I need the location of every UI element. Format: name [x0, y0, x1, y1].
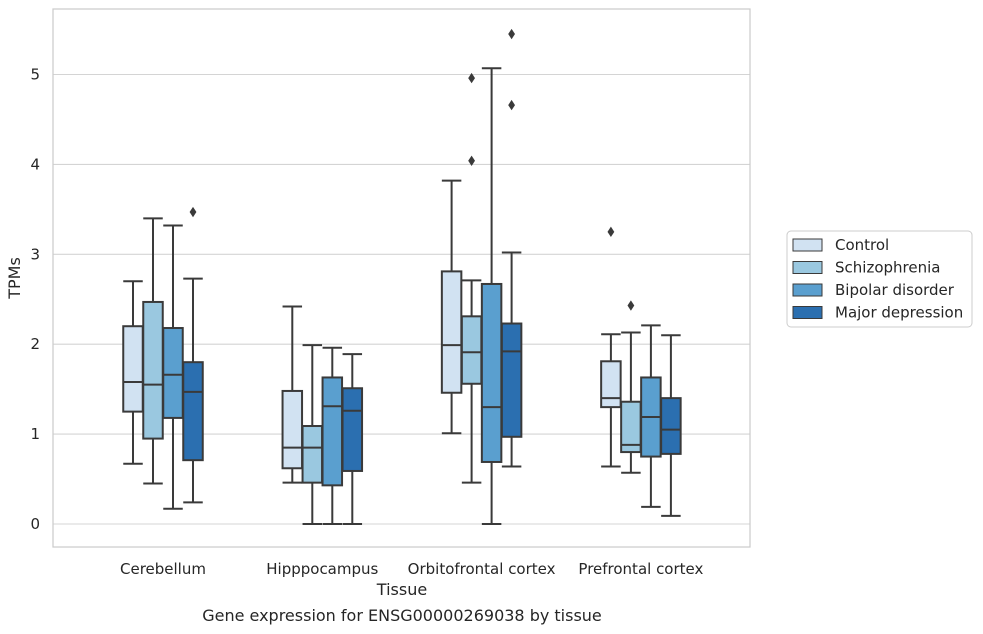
- iqr-box: [301, 425, 324, 484]
- y-tick-labels: 0 1 2 3 4 5: [30, 66, 40, 534]
- legend-label: Major depression: [835, 304, 963, 322]
- iqr-box: [660, 397, 682, 455]
- plot-frame: [52, 8, 751, 548]
- iqr-box: [480, 282, 503, 463]
- box-group: [182, 206, 204, 504]
- outlier-point: [607, 226, 615, 238]
- x-axis-title: Tissue: [376, 580, 427, 599]
- iqr-box: [341, 387, 364, 472]
- box-group: [162, 224, 184, 510]
- iqr-box: [440, 270, 463, 394]
- outlier-point: [468, 72, 475, 84]
- y-tick-label: 1: [30, 425, 40, 443]
- iqr-box: [500, 322, 523, 438]
- legend-swatch: [792, 283, 823, 297]
- outlier-point: [189, 206, 197, 218]
- iqr-box: [321, 376, 344, 487]
- legend-swatch: [792, 261, 823, 274]
- y-tick-label: 4: [30, 155, 40, 173]
- iqr-box: [182, 361, 204, 462]
- iqr-box: [600, 360, 622, 409]
- chart-caption: Gene expression for ENSG00000269038 by t…: [202, 606, 602, 625]
- legend-swatch: [792, 306, 823, 319]
- y-tick-label: 3: [30, 245, 40, 263]
- outlier-point: [508, 28, 515, 40]
- x-tick-label: Prefrontal cortex: [578, 560, 703, 578]
- iqr-box: [142, 300, 164, 440]
- outlier-point: [627, 300, 635, 311]
- box-group: [500, 28, 523, 468]
- legend-label: Bipolar disorder: [835, 281, 955, 299]
- x-tick-labels: Cerebellum Hipppocampus Orbitofrontal cort…: [120, 560, 703, 578]
- iqr-box: [122, 325, 144, 413]
- iqr-box: [281, 389, 304, 470]
- outlier-point: [468, 155, 475, 167]
- boxes: [122, 28, 682, 525]
- box-group: [640, 324, 662, 508]
- y-axis-title: TPMs: [5, 257, 24, 300]
- y-tick-label: 5: [30, 66, 40, 84]
- legend: Control Schizophrenia Bipolar disorder Majo…: [786, 230, 973, 328]
- legend-label: Control: [835, 236, 889, 254]
- legend-swatch: [792, 238, 823, 252]
- box-group: [620, 300, 642, 474]
- outlier-point: [508, 99, 515, 111]
- x-tick-label: Hipppocampus: [266, 560, 378, 578]
- box-group: [660, 334, 682, 517]
- iqr-box: [162, 327, 184, 419]
- box-group: [460, 72, 483, 484]
- y-tick-label: 0: [30, 515, 40, 533]
- box-group: [341, 353, 364, 525]
- box-group: [142, 217, 164, 485]
- x-tick-label: Orbitofrontal cortex: [408, 560, 556, 578]
- iqr-box: [460, 315, 483, 385]
- box-group: [600, 226, 622, 468]
- legend-frame: [786, 230, 973, 328]
- y-tick-label: 2: [30, 335, 40, 353]
- x-tick-label: Cerebellum: [120, 560, 206, 578]
- legend-label: Schizophrenia: [835, 259, 940, 277]
